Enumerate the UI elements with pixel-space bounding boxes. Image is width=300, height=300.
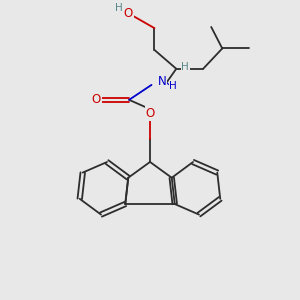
Text: H: H — [115, 3, 122, 13]
Text: H: H — [169, 81, 177, 91]
Text: O: O — [124, 7, 133, 20]
Text: O: O — [146, 107, 155, 120]
Text: H: H — [182, 62, 189, 72]
Text: O: O — [92, 93, 101, 106]
Text: N: N — [158, 75, 166, 88]
